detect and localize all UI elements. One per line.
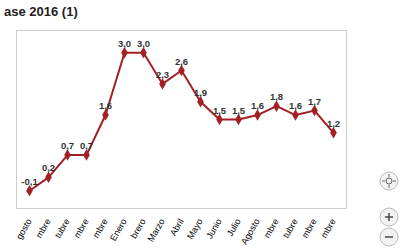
svg-text:Junio: Junio xyxy=(204,217,223,241)
svg-text:1,5: 1,5 xyxy=(232,105,246,116)
svg-text:3,0: 3,0 xyxy=(118,38,131,49)
svg-text:mbre: mbre xyxy=(34,217,53,240)
svg-text:mbre: mbre xyxy=(319,217,338,240)
svg-text:brero: brero xyxy=(129,217,148,240)
svg-text:0,7: 0,7 xyxy=(80,140,93,151)
svg-text:1,7: 1,7 xyxy=(308,96,321,107)
html-text:ase 2016 (1): ase 2016 (1) xyxy=(4,4,78,19)
svg-text:0,2: 0,2 xyxy=(42,162,55,173)
svg-text:1,5: 1,5 xyxy=(213,105,227,116)
svg-text:0,7: 0,7 xyxy=(61,140,74,151)
svg-text:3,0: 3,0 xyxy=(137,38,150,49)
svg-text:1,6: 1,6 xyxy=(99,100,112,111)
svg-text:2,6: 2,6 xyxy=(175,56,188,67)
svg-text:Mayo: Mayo xyxy=(185,217,205,241)
svg-text:Abril: Abril xyxy=(168,217,186,238)
svg-text:mbre: mbre xyxy=(300,217,319,240)
svg-text:Julio: Julio xyxy=(225,217,243,238)
svg-text:mbre: mbre xyxy=(262,217,281,240)
svg-text:Marzo: Marzo xyxy=(146,217,167,244)
svg-text:tubre: tubre xyxy=(53,217,72,240)
svg-text:2,3: 2,3 xyxy=(156,69,169,80)
svg-text:mbre: mbre xyxy=(72,217,91,240)
svg-text:1,9: 1,9 xyxy=(194,87,207,98)
svg-text:1,6: 1,6 xyxy=(251,100,264,111)
svg-text:tubre: tubre xyxy=(281,217,300,240)
svg-text:1,6: 1,6 xyxy=(289,100,302,111)
svg-text:gosto: gosto xyxy=(14,217,34,241)
svg-text:-0,1: -0,1 xyxy=(21,176,38,187)
svg-text:mbre: mbre xyxy=(91,217,110,240)
svg-text:1,8: 1,8 xyxy=(270,91,283,102)
svg-text:Enero: Enero xyxy=(108,217,129,243)
svg-text:Agosto: Agosto xyxy=(239,217,262,246)
svg-text:1,2: 1,2 xyxy=(327,118,340,129)
